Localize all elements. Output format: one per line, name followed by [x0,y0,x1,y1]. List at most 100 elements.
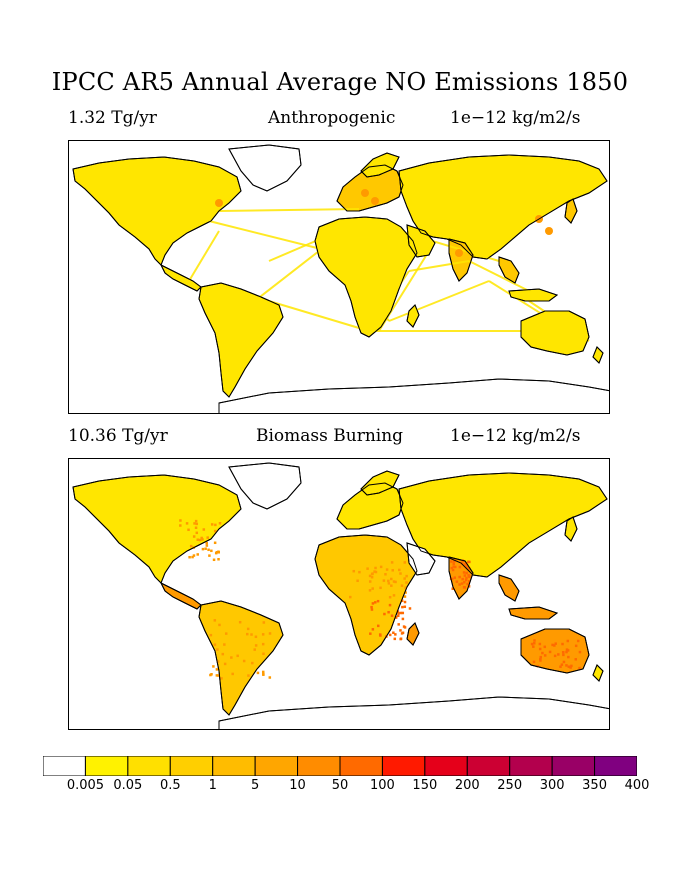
burn-cell [533,639,536,642]
burn-cell [405,574,408,578]
colorbar-swatch [339,756,383,776]
shipping-lane [218,208,360,212]
burn-cell [373,570,376,573]
burn-cell [194,526,198,530]
shipping-lane [488,280,570,332]
central-america-coast [159,263,202,292]
burn-cell [394,580,397,584]
burn-cell [463,586,467,589]
burn-cell [565,650,568,654]
burn-cell [368,574,372,578]
colorbar-swatch [594,756,637,776]
burn-cell [371,602,375,605]
burn-cell [390,577,393,581]
burn-cell [374,570,378,574]
burn-cell [262,652,265,656]
burn-cell [539,659,542,662]
burn-cell [392,594,396,597]
burn-cell [463,574,467,577]
burn-cell [394,633,397,636]
burn-cell [374,566,377,570]
africa-land [314,534,418,656]
colorbar-swatch [43,756,86,776]
burn-cell [461,577,464,581]
burn-cell [236,654,239,658]
colorbar-tick-label: 0.05 [113,778,143,793]
burn-cell [370,572,374,576]
burn-cell [574,658,578,661]
burn-cell [356,579,359,583]
burn-cell [466,564,469,568]
burn-cell [192,554,196,557]
burn-cell [543,654,547,657]
burn-cell [562,653,565,657]
burn-cell [554,642,557,645]
burn-cell [374,601,377,604]
colorbar-swatch [551,756,596,776]
burn-cell [539,657,542,661]
indonesia-coast [508,606,559,620]
burn-cell [201,547,205,551]
burn-cell [541,651,544,655]
colorbar-swatch [381,756,426,776]
burn-cell [394,616,398,619]
shipping-lane [268,230,340,262]
colorbar-tick-label: 100 [370,778,395,793]
burn-cell [553,644,556,647]
madagascar-coast [406,622,420,646]
panel1-total: 1.32 Tg/yr [68,108,157,128]
burn-cell [387,582,391,585]
new-zealand-coast [592,346,604,364]
colorbar-swatch [84,756,129,776]
burn-cell [201,538,204,541]
colorbar-tick-label: 350 [582,778,607,793]
south-america-coast [198,282,284,398]
arabia-coast [406,224,436,258]
burn-cell [246,632,249,636]
burn-cell [256,671,260,675]
colorbar-tick-label: 50 [331,778,349,793]
burn-cell [400,632,404,635]
central-america-land [159,581,202,610]
new-zealand-land [592,664,604,682]
burn-cell [195,522,199,526]
burn-cell [369,632,372,635]
colorbar-swatch [297,756,341,776]
burn-cell [187,528,190,532]
burn-cell [532,660,536,664]
burn-cell [399,629,402,632]
shipping-lane [408,260,470,272]
burn-cell [218,522,222,525]
burn-cell [382,579,386,582]
new-zealand-land [592,346,604,364]
burn-cell [220,677,223,680]
burn-cell [403,605,407,609]
new-zealand-coast [592,664,604,682]
burn-cell [402,625,406,628]
burn-cell [567,665,571,668]
burn-cell [390,584,393,587]
burn-cell [254,635,258,639]
burn-cell [210,549,213,553]
burn-cell [202,528,206,531]
burn-cell [216,660,220,663]
emission-hotspot [361,189,369,197]
burn-cell [451,568,455,572]
burn-cell [566,649,570,652]
burn-cell [185,522,189,525]
burn-cell [397,614,400,618]
panel2-name: Biomass Burning [256,426,404,446]
burn-cell [458,583,461,586]
burn-cell [468,560,471,564]
burn-cell [388,603,392,607]
burn-cell [247,674,250,677]
burn-cell [379,634,382,637]
shipping-lane [528,300,590,342]
colorbar-swatch [509,756,553,776]
south-america-land [198,282,284,398]
burn-cell [401,611,405,615]
australia-coast [520,310,590,356]
panel2-total: 10.36 Tg/yr [68,426,168,446]
central-america-coast [159,581,202,610]
burn-cell [467,579,471,583]
